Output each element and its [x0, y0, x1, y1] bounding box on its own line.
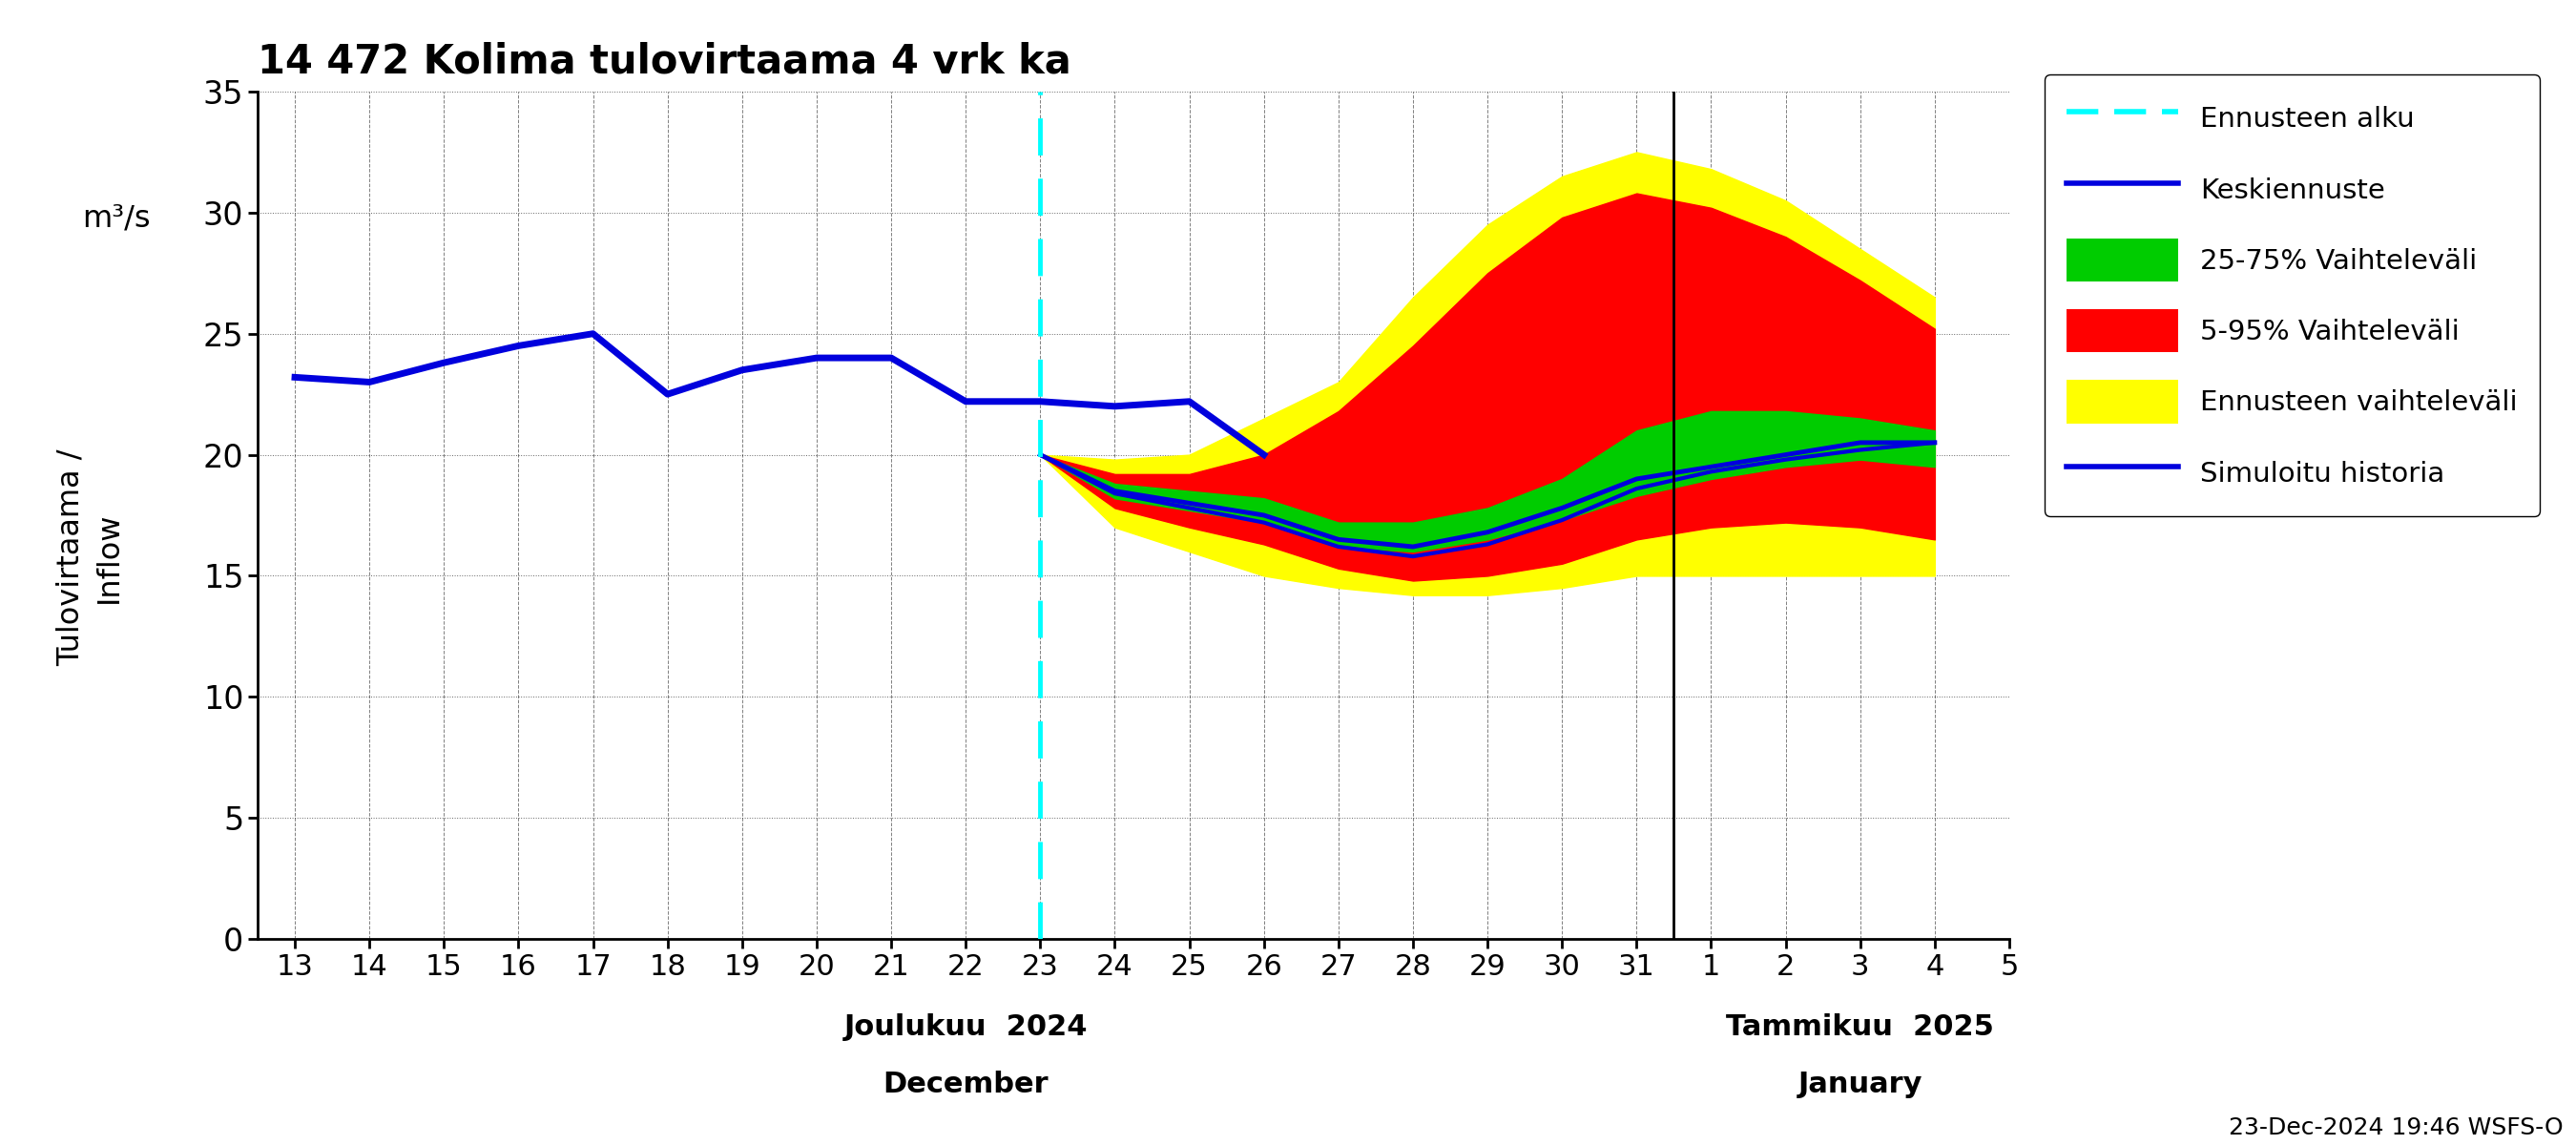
- Text: December: December: [884, 1071, 1048, 1098]
- Text: m³/s: m³/s: [82, 204, 149, 234]
- Text: 23-Dec-2024 19:46 WSFS-O: 23-Dec-2024 19:46 WSFS-O: [2228, 1116, 2563, 1139]
- Legend: Ennusteen alku, Keskiennuste, 25-75% Vaihteleväli, 5-95% Vaihteleväli, Ennusteen: Ennusteen alku, Keskiennuste, 25-75% Vai…: [2045, 74, 2540, 516]
- Text: Joulukuu  2024: Joulukuu 2024: [845, 1013, 1087, 1041]
- Text: 14 472 Kolima tulovirtaama 4 vrk ka: 14 472 Kolima tulovirtaama 4 vrk ka: [258, 41, 1072, 81]
- Text: Tulovirtaama /
Inflow: Tulovirtaama / Inflow: [57, 449, 124, 666]
- Text: January: January: [1798, 1071, 1922, 1098]
- Text: Tammikuu  2025: Tammikuu 2025: [1726, 1013, 1994, 1041]
